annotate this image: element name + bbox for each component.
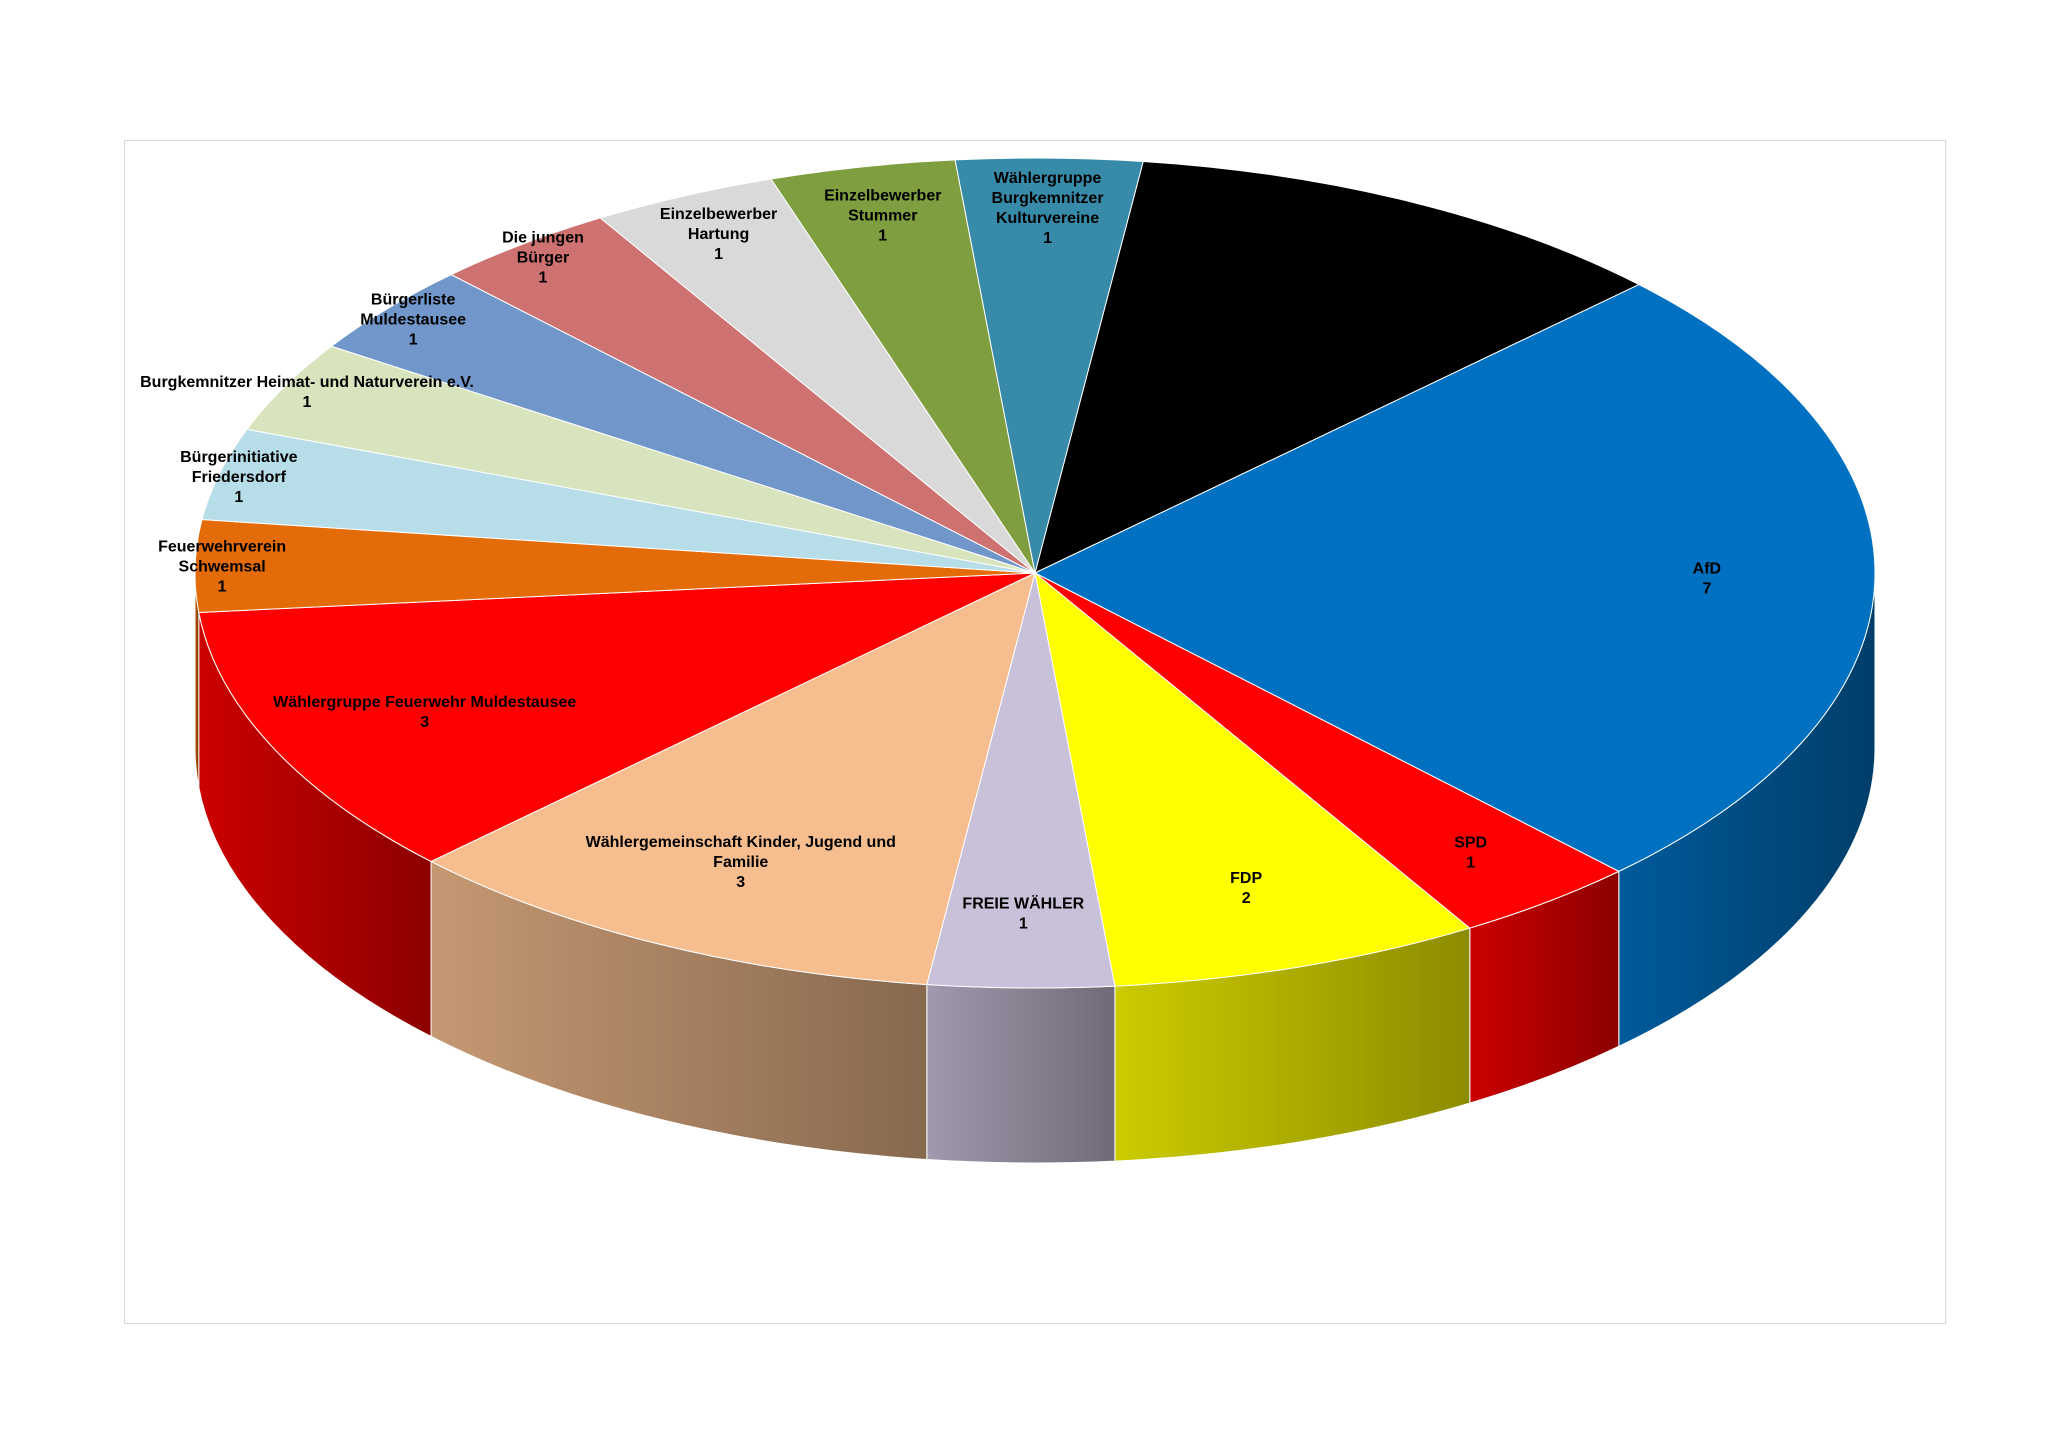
slice-label-name: Bürgerliste <box>371 291 456 308</box>
slice-label-value: 1 <box>714 246 723 263</box>
slice-label-spd: SPD 1 <box>1454 834 1487 871</box>
slice-label-name: Wählergruppe <box>994 170 1102 187</box>
slice-label-value: 7 <box>1702 581 1711 598</box>
slice-label-name: Friedersdorf <box>192 469 287 486</box>
slice-label-burgkemnitzer-heimat-und-naturverein-e-v: Burgkemnitzer Heimat- und Naturverein e.… <box>140 374 474 411</box>
slice-label-name: Bürger <box>517 249 569 266</box>
slice-label-name: FDP <box>1230 870 1262 887</box>
slice-label-cdu: CDU 3 <box>1312 266 1347 303</box>
slice-label-einzelbewerber-stummer: Einzelbewerber Stummer 1 <box>824 188 941 245</box>
slice-label-name: Burgkemnitzer Heimat- und Naturverein e.… <box>140 374 474 391</box>
slice-label-fdp: FDP 2 <box>1230 870 1262 907</box>
slice-label-value: 1 <box>1466 854 1475 871</box>
slice-label-name: Die jungen <box>502 229 584 246</box>
slice-label-value: 1 <box>234 489 243 506</box>
slice-label-value: 1 <box>1019 915 1028 932</box>
slice-afd <box>1034 284 1876 872</box>
slice-label-name: Schwemsal <box>179 558 266 575</box>
slice-wählergruppe-burgkemnitzer-kulturvereine <box>954 157 1144 574</box>
slice-label-name: Bürgerinitiative <box>180 449 297 466</box>
slice-label-value: 1 <box>303 394 312 411</box>
slice-label-value: 1 <box>409 331 418 348</box>
slice-label-freie-wähler: FREIE WÄHLER 1 <box>962 894 1084 932</box>
slice-label-name: Einzelbewerber <box>824 188 941 205</box>
slice-label-name: SPD <box>1454 834 1487 851</box>
slice-label-value: 1 <box>1043 230 1052 247</box>
slice-cdu <box>1034 160 1640 574</box>
slice-label-value: 3 <box>736 874 745 891</box>
slice-label-name: AfD <box>1693 561 1721 578</box>
slice-label-name: FREIE WÄHLER <box>962 894 1084 912</box>
slice-label-name: Einzelbewerber <box>660 206 777 223</box>
slice-label-wählergemeinschaft-kinder-jugend-und-familie: Wählergemeinschaft Kinder, Jugend und Fam… <box>586 834 896 891</box>
slice-wall-freie-wähler <box>926 984 1116 1164</box>
slice-label-name: Muldestausee <box>360 311 466 328</box>
slice-label-name: CDU <box>1312 266 1347 283</box>
slice-label-name: Burgkemnitzer <box>992 190 1104 207</box>
slice-label-name: Kulturvereine <box>996 210 1099 227</box>
slice-wählergemeinschaft-kinder-jugend-und-familie <box>430 572 1036 986</box>
slice-wählergruppe-feuerwehr-muldestausee <box>198 572 1036 862</box>
slice-label-value: 2 <box>1242 890 1251 907</box>
slice-label-name: Stummer <box>848 208 917 225</box>
chart-area <box>124 140 1946 1324</box>
slice-label-bürgerliste-muldestausee: Bürgerliste Muldestausee 1 <box>360 291 466 348</box>
slice-label-einzelbewerber-hartung: Einzelbewerber Hartung 1 <box>660 206 777 263</box>
slice-label-feuerwehrverein-schwemsal: Feuerwehrverein Schwemsal 1 <box>158 538 286 595</box>
slice-label-wählergruppe-feuerwehr-muldestausee: Wählergruppe Feuerwehr Muldestausee 3 <box>273 694 576 731</box>
slice-label-value: 1 <box>218 578 227 595</box>
slice-label-name: Familie <box>713 854 768 871</box>
slice-label-value: 3 <box>420 714 429 731</box>
slice-label-afd: AfD 7 <box>1693 561 1721 598</box>
slice-label-name: Wählergruppe Feuerwehr Muldestausee <box>273 694 576 711</box>
pie-top-faces <box>194 157 1876 989</box>
slice-label-wählergruppe-burgkemnitzer-kulturvereine: Wählergruppe Burgkemnitzer Kulturvereine 1 <box>992 170 1104 247</box>
slice-label-bürgerinitiative-friedersdorf: Bürgerinitiative Friedersdorf 1 <box>180 449 297 506</box>
slice-label-value: 1 <box>539 269 548 286</box>
slice-fdp <box>1034 572 1471 987</box>
slice-label-die-jungen-bürger: Die jungen Bürger 1 <box>502 229 584 286</box>
slice-label-name: Feuerwehrverein <box>158 538 286 555</box>
slice-label-value: 3 <box>1325 286 1334 303</box>
slice-labels: CDU 3 AfD 7 SPD 1 FDP 2 FREIE WÄHLER 1 Wählergemei… <box>140 170 1721 932</box>
slice-label-name: Hartung <box>688 226 749 243</box>
slice-label-value: 1 <box>878 228 887 245</box>
slice-label-name: Wählergemeinschaft Kinder, Jugend und <box>586 834 896 851</box>
